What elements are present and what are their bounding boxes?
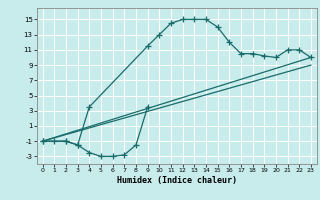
X-axis label: Humidex (Indice chaleur): Humidex (Indice chaleur) [117, 176, 237, 185]
